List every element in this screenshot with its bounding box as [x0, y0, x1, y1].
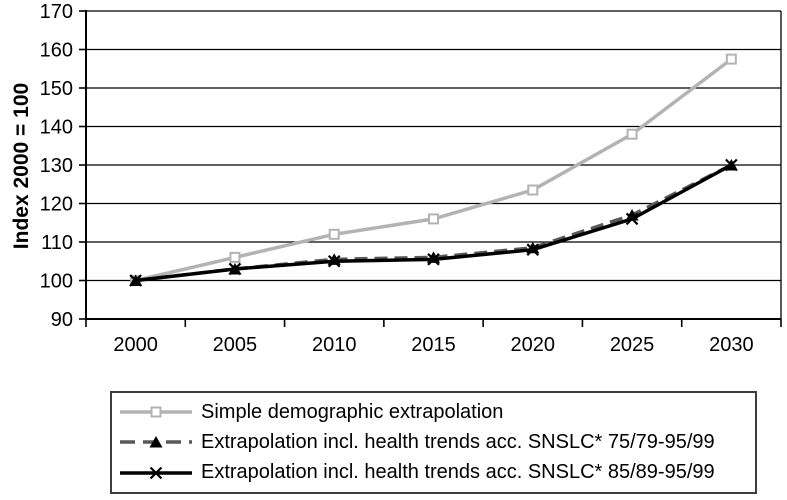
- square-marker-icon: [428, 213, 439, 225]
- legend-label: Extrapolation incl. health trends acc. S…: [201, 430, 715, 453]
- y-tick-label: 140: [40, 117, 73, 139]
- square-marker-icon: [725, 53, 737, 65]
- series-line: [135, 57, 733, 283]
- legend-label: Simple demographic extrapolation: [201, 400, 504, 423]
- x-marker-icon: [228, 262, 242, 276]
- legend-item-simple-demographic: Simple demographic extrapolation: [118, 401, 753, 424]
- legend-sample-line-x-icon: [120, 466, 192, 480]
- y-tick-label: 120: [40, 194, 73, 216]
- x-marker-icon: [725, 158, 738, 172]
- x-tick-label: 2020: [511, 334, 556, 356]
- legend-label: Extrapolation incl. health trends acc. S…: [201, 461, 715, 484]
- y-tick-label: 100: [40, 271, 73, 293]
- y-tick-label: 90: [51, 309, 73, 331]
- x-tick-label: 2005: [213, 334, 258, 356]
- x-marker-icon: [625, 212, 639, 226]
- x-marker-icon: [427, 253, 440, 266]
- square-marker-icon: [229, 251, 241, 263]
- x-marker-icon: [526, 243, 540, 256]
- y-tick-label: 160: [40, 40, 73, 62]
- triangle-marker-icon: [149, 436, 163, 448]
- x-tick-label: 2000: [113, 334, 158, 356]
- x-tick-label: 2025: [610, 334, 655, 356]
- x-tick-label: 2015: [411, 334, 456, 356]
- legend-sample-dashed-triangle-icon: [120, 436, 192, 448]
- legend-item-snslc-75-79: Extrapolation incl. health trends acc. S…: [118, 431, 753, 454]
- y-tick-label: 170: [40, 1, 73, 23]
- x-tick-label: 2030: [709, 334, 754, 356]
- legend-item-snslc-85-89: Extrapolation incl. health trends acc. S…: [118, 461, 753, 484]
- legend: Simple demographic extrapolation Extrapo…: [110, 391, 757, 494]
- legend-sample-line-square-icon: [120, 406, 192, 418]
- x-marker-icon: [149, 466, 163, 480]
- plot-area: 90 100 110 120 130 140 150 160 170 2000 2005 2010 20…: [40, 1, 782, 356]
- y-tick-label: 150: [40, 78, 73, 100]
- x-tick-label: 2010: [312, 334, 357, 356]
- square-marker-icon: [150, 406, 162, 418]
- square-marker-icon: [626, 128, 638, 140]
- square-marker-icon: [328, 228, 340, 240]
- square-marker-icon: [527, 184, 539, 196]
- x-marker-icon: [129, 274, 142, 287]
- y-tick-label: 130: [40, 155, 73, 177]
- y-tick-label: 110: [41, 232, 73, 254]
- x-marker-icon: [327, 254, 341, 268]
